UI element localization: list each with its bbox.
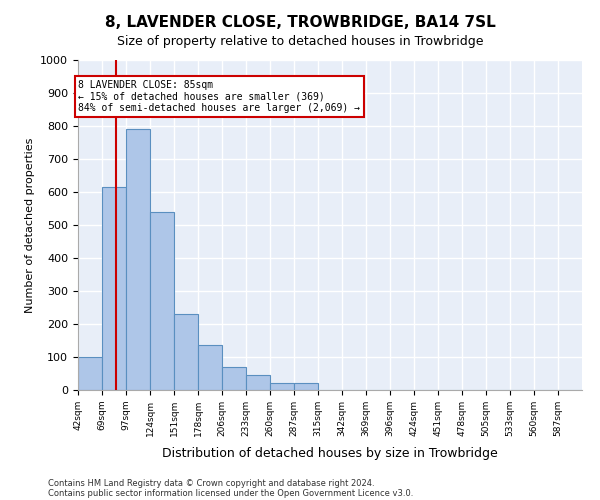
Bar	[198, 346, 222, 390]
Bar	[126, 130, 150, 390]
Bar	[294, 384, 318, 390]
Text: 8, LAVENDER CLOSE, TROWBRIDGE, BA14 7SL: 8, LAVENDER CLOSE, TROWBRIDGE, BA14 7SL	[104, 15, 496, 30]
Text: Contains public sector information licensed under the Open Government Licence v3: Contains public sector information licen…	[48, 488, 413, 498]
Bar	[174, 314, 198, 390]
Bar	[246, 375, 270, 390]
Bar	[102, 187, 126, 390]
Y-axis label: Number of detached properties: Number of detached properties	[25, 138, 35, 312]
Bar	[222, 367, 246, 390]
Bar	[270, 384, 294, 390]
Bar	[150, 212, 174, 390]
Text: Size of property relative to detached houses in Trowbridge: Size of property relative to detached ho…	[117, 35, 483, 48]
Bar	[78, 357, 102, 390]
Text: 8 LAVENDER CLOSE: 85sqm
← 15% of detached houses are smaller (369)
84% of semi-d: 8 LAVENDER CLOSE: 85sqm ← 15% of detache…	[79, 80, 361, 113]
X-axis label: Distribution of detached houses by size in Trowbridge: Distribution of detached houses by size …	[162, 447, 498, 460]
Text: Contains HM Land Registry data © Crown copyright and database right 2024.: Contains HM Land Registry data © Crown c…	[48, 478, 374, 488]
